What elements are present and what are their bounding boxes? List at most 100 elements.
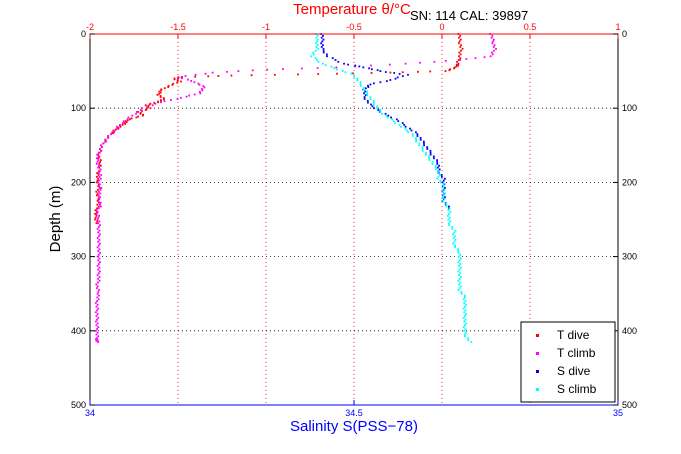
data-point <box>462 326 465 328</box>
data-point <box>99 148 101 150</box>
data-point <box>96 296 99 299</box>
data-point <box>453 67 455 70</box>
data-point <box>491 34 494 37</box>
data-point <box>139 109 142 111</box>
data-point <box>394 77 397 80</box>
data-point <box>474 57 477 60</box>
data-point <box>492 46 495 48</box>
data-point <box>282 68 284 70</box>
data-point <box>451 226 454 228</box>
data-point <box>443 198 446 200</box>
data-point <box>113 129 115 132</box>
data-point <box>96 181 99 184</box>
data-point <box>99 159 102 162</box>
data-point <box>198 83 201 86</box>
data-point <box>459 276 462 278</box>
data-point <box>137 111 139 113</box>
data-point <box>100 174 103 176</box>
data-point <box>159 95 162 97</box>
data-point <box>96 227 99 230</box>
data-point <box>463 305 466 308</box>
data-point <box>176 79 179 82</box>
data-point <box>98 229 101 232</box>
data-point <box>96 179 99 182</box>
data-point <box>97 250 100 252</box>
data-point <box>322 44 324 47</box>
data-point <box>95 315 98 317</box>
data-point <box>202 85 205 88</box>
data-point <box>443 188 446 191</box>
data-point <box>458 264 460 267</box>
data-point <box>356 77 359 80</box>
data-point <box>317 47 320 50</box>
data-point <box>490 36 493 39</box>
data-point <box>176 98 179 100</box>
data-point <box>97 235 100 238</box>
data-point <box>98 183 101 186</box>
data-point <box>97 222 100 225</box>
data-point <box>457 279 460 282</box>
data-point <box>98 162 101 165</box>
data-point <box>162 97 165 100</box>
data-point <box>458 51 461 54</box>
data-point <box>419 136 422 139</box>
data-point <box>454 229 457 232</box>
data-point <box>97 155 100 158</box>
data-point <box>180 76 183 79</box>
data-point <box>322 49 325 52</box>
data-point <box>392 120 395 123</box>
data-point <box>459 257 462 260</box>
data-point <box>160 89 162 92</box>
top-axis-tick-label: 0 <box>439 22 444 32</box>
legend-marker <box>536 352 539 355</box>
data-point <box>98 266 101 269</box>
data-point <box>99 251 101 254</box>
data-point <box>217 75 220 77</box>
data-point <box>100 187 103 189</box>
data-point <box>428 159 431 162</box>
data-point <box>211 71 214 74</box>
legend-label: S dive <box>557 364 591 378</box>
data-point <box>459 57 462 60</box>
data-point <box>356 79 359 82</box>
data-point <box>449 211 452 213</box>
data-point <box>418 144 421 147</box>
data-point <box>363 98 366 100</box>
data-point <box>96 264 99 267</box>
data-point <box>436 172 439 175</box>
data-point <box>449 220 452 223</box>
data-point <box>176 81 179 84</box>
data-point <box>97 177 100 180</box>
data-point <box>326 55 328 58</box>
data-point <box>237 70 240 72</box>
data-point <box>204 72 207 75</box>
data-point <box>438 164 440 167</box>
data-point <box>491 42 494 45</box>
data-point <box>315 46 318 48</box>
data-point <box>334 59 337 61</box>
data-point <box>442 185 445 188</box>
data-point <box>394 122 396 124</box>
data-point <box>113 130 116 133</box>
right-axis-tick-label: 200 <box>622 177 637 187</box>
data-point <box>250 74 253 77</box>
data-point <box>94 329 97 332</box>
data-point <box>401 122 404 124</box>
bottom-axis-tick-label: 34.5 <box>345 408 363 418</box>
data-point <box>368 67 371 70</box>
data-point <box>148 103 151 106</box>
data-point <box>95 214 98 217</box>
data-point <box>436 161 439 163</box>
data-point <box>97 159 100 162</box>
data-point <box>439 181 442 184</box>
data-point <box>405 129 408 132</box>
data-point <box>353 75 356 78</box>
data-point <box>369 83 372 86</box>
data-point <box>105 140 108 143</box>
data-point <box>459 266 462 269</box>
data-point <box>460 49 462 52</box>
data-point <box>117 127 120 130</box>
data-point <box>201 89 204 92</box>
data-point <box>464 328 467 330</box>
data-point <box>467 337 470 340</box>
